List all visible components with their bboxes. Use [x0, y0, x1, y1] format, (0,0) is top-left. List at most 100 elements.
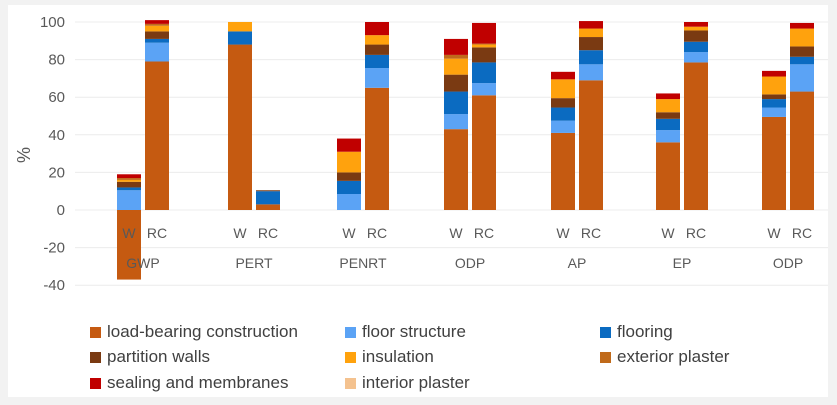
sub-category-label: RC [474, 225, 494, 241]
sub-category-label: W [661, 225, 675, 241]
bar-segment [762, 94, 786, 100]
bar-segment [117, 190, 141, 210]
group-label: ODP [773, 255, 803, 271]
bar-segment [472, 83, 496, 96]
bar-segment [790, 46, 814, 57]
y-tick-label: -20 [43, 240, 65, 257]
bar-segment [117, 210, 141, 280]
bar-segment [145, 38, 169, 43]
bar-segment [762, 76, 786, 95]
bar-segment [145, 25, 169, 32]
bar-segment [790, 28, 814, 47]
sub-category-label: RC [686, 225, 706, 241]
bar-segment [228, 22, 252, 32]
bar-segment [256, 190, 280, 192]
bar-segment [444, 58, 468, 75]
bar-segment [472, 47, 496, 63]
sub-category-label: W [556, 225, 570, 241]
bar-segment [579, 50, 603, 65]
bar-segment [762, 116, 786, 210]
bar-segment [684, 26, 708, 31]
bar-segment [551, 98, 575, 108]
group-label: GWP [126, 255, 159, 271]
sub-category-label: W [342, 225, 356, 241]
bar-segment [365, 44, 389, 55]
bars [117, 20, 814, 280]
bar-segment [684, 52, 708, 63]
bar-segment [337, 194, 361, 210]
bar-segment [551, 79, 575, 99]
bar-segment [117, 179, 141, 182]
bar-segment [117, 178, 141, 180]
bar-segment [790, 91, 814, 210]
y-tick-label: 60 [48, 89, 65, 106]
category-labels: W RC GWP W RC PERT W RC PENRT W RC ODP W RC AP W RC EP W RC… [122, 225, 812, 271]
y-tick-label: 40 [48, 127, 65, 144]
bar-segment [145, 23, 169, 26]
y-tick-label: -40 [43, 277, 65, 294]
bar-segment [472, 22, 496, 44]
group-label: PENRT [339, 255, 387, 271]
bar-segment [117, 174, 141, 179]
bar-segment [579, 28, 603, 38]
bar-segment [145, 42, 169, 62]
bar-segment [684, 30, 708, 42]
bar-segment [444, 74, 468, 92]
bar-segment [579, 37, 603, 51]
bar-segment [579, 80, 603, 210]
bar-segment [656, 118, 680, 131]
bar-segment [684, 41, 708, 53]
bar-segment [365, 54, 389, 69]
bar-segment [145, 31, 169, 39]
y-tick-label: 100 [40, 14, 65, 31]
bar-segment [444, 38, 468, 55]
bar-segment [684, 62, 708, 210]
bar-segment [365, 35, 389, 45]
group-label: PERT [235, 255, 273, 271]
bar-segment [117, 187, 141, 191]
y-tick-label: 0 [57, 202, 65, 219]
y-axis-ticks: 100 80 60 40 20 0 -20 -40 [40, 14, 65, 294]
bar-segment [790, 56, 814, 65]
bar-segment [790, 22, 814, 29]
bar-segment [656, 142, 680, 210]
group-label: ODP [455, 255, 485, 271]
bar-segment [762, 99, 786, 108]
bar-segment [117, 181, 141, 188]
bar-segment [444, 91, 468, 115]
bar-segment [444, 54, 468, 59]
bar-segment [656, 93, 680, 100]
bar-segment [228, 31, 252, 45]
bar-segment [256, 191, 280, 205]
bar-segment [551, 71, 575, 80]
bar-segment [337, 151, 361, 173]
bar-segment [444, 114, 468, 130]
bar-segment [337, 138, 361, 152]
bar-segment [228, 44, 252, 211]
bar-segment [551, 107, 575, 121]
bar-segment [444, 129, 468, 210]
y-axis-label: % [14, 147, 34, 163]
bar-segment [790, 64, 814, 92]
bar-segment [472, 62, 496, 84]
bar-segment [256, 204, 280, 210]
y-tick-label: 80 [48, 52, 65, 69]
sub-category-label: W [449, 225, 463, 241]
bar-segment [365, 22, 389, 36]
y-tick-label: 20 [48, 164, 65, 181]
bar-segment [365, 68, 389, 88]
bar-segment [145, 20, 169, 24]
bar-segment [551, 120, 575, 133]
group-label: AP [568, 255, 587, 271]
bar-segment [472, 44, 496, 48]
sub-category-label: W [122, 225, 136, 241]
bar-segment [472, 43, 496, 45]
sub-category-label: RC [147, 225, 167, 241]
bar-segment [145, 61, 169, 211]
bar-segment [579, 21, 603, 29]
bar-segment [551, 132, 575, 210]
sub-category-label: W [767, 225, 781, 241]
bar-segment [472, 95, 496, 210]
sub-category-label: RC [258, 225, 278, 241]
